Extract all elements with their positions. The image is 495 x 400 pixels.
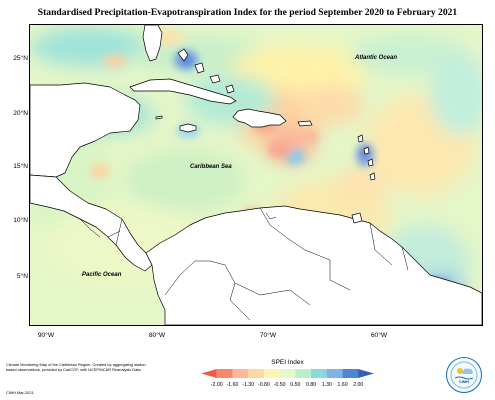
- lesser-antilles-1: [357, 134, 364, 143]
- lat-label-25n: 25°N: [13, 55, 28, 62]
- lesser-antilles-3: [367, 158, 374, 167]
- lon-label-80w: 80°W: [148, 332, 166, 339]
- legend-swatch: [358, 369, 374, 378]
- lat-label-20n: 20°N: [13, 110, 28, 117]
- lat-label-5n: 5°N: [16, 273, 28, 280]
- legend-tick-label: 1.30: [321, 382, 332, 388]
- legend-swatch: [326, 369, 343, 378]
- cimh-logo: CIMH: [446, 357, 482, 393]
- lon-label-70w: 70°W: [259, 332, 277, 339]
- south-america: [145, 205, 482, 325]
- legend-swatch: [311, 369, 328, 378]
- legend-tick-label: -0.50: [273, 382, 286, 388]
- lat-label-10n: 10°N: [13, 217, 28, 224]
- legend-tick-label: -2.00: [210, 382, 223, 388]
- bahamas-2: [194, 62, 205, 74]
- landmasses: [30, 25, 482, 325]
- legend-tick-label: 2.00: [353, 382, 364, 388]
- caribbean-sea-label: Caribbean Sea: [190, 164, 232, 170]
- legend-tick-label: 0.50: [290, 382, 301, 388]
- legend-tick-label: 1.60: [337, 382, 348, 388]
- legend-swatch: [232, 369, 249, 378]
- bahamas-4: [225, 84, 235, 94]
- florida: [142, 25, 163, 62]
- spei-legend: SPEI Index -2.00 -1.60 -1.30 -0.80 -0.50 0.50…: [195, 359, 380, 388]
- logo-text: CIMH: [458, 379, 470, 384]
- jamaica: [179, 123, 197, 133]
- legend-swatch: [279, 369, 296, 378]
- pacific-ocean-label: Pacific Ocean: [82, 272, 122, 278]
- legend-swatch: [342, 369, 359, 378]
- lon-label-90w: 90°W: [37, 332, 55, 339]
- legend-swatch: [295, 369, 312, 378]
- legend-swatch: [216, 369, 233, 378]
- hispaniola: [232, 108, 287, 128]
- country-borders: [79, 207, 409, 321]
- legend-title: SPEI Index: [271, 359, 304, 366]
- puerto-rico: [297, 120, 313, 127]
- north-america-mainland: [30, 82, 141, 178]
- cayman: [155, 115, 163, 120]
- map-description: Climate Monitoring Map of the Caribbean …: [6, 362, 146, 372]
- legend-colorbar-svg: [201, 369, 374, 378]
- legend-swatch: [248, 369, 265, 378]
- spei-map-canvas: [30, 25, 482, 325]
- trinidad: [351, 212, 363, 224]
- legend-tick-label: 0.80: [306, 382, 317, 388]
- legend-swatch: [201, 369, 217, 378]
- lon-label-60w: 60°W: [370, 332, 388, 339]
- legend-tick-label: -1.60: [226, 382, 239, 388]
- atlantic-ocean-label: Atlantic Ocean: [355, 55, 398, 61]
- islands: [129, 48, 376, 224]
- lesser-antilles-2: [363, 146, 370, 155]
- map-title: Standardised Precipitation-Evapotranspir…: [37, 7, 458, 18]
- central-america: [30, 174, 153, 272]
- cimh-logo-icon: [450, 361, 478, 389]
- legend-tick-label: -1.30: [242, 382, 255, 388]
- bahamas-1: [177, 48, 189, 62]
- lat-label-15n: 15°N: [13, 163, 28, 170]
- legend-swatch: [263, 369, 280, 378]
- bahamas-3: [209, 74, 221, 84]
- cuba: [129, 78, 237, 105]
- legend-colorbar: -2.00 -1.60 -1.30 -0.80 -0.50 0.50 0.80 1.30 1.6…: [201, 369, 374, 388]
- spei-map: [29, 24, 483, 326]
- lesser-antilles-4: [369, 172, 376, 181]
- legend-tick-label: -0.80: [257, 382, 270, 388]
- map-credit: CIMH Mar-2021: [6, 390, 34, 395]
